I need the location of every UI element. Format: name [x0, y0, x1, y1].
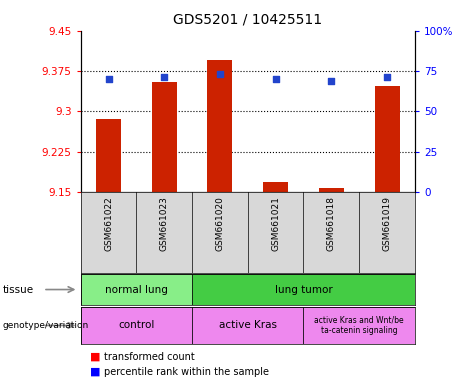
Text: ■: ■: [90, 367, 100, 377]
Point: [328, 78, 335, 84]
Text: active Kras: active Kras: [219, 320, 277, 331]
Point: [216, 71, 224, 77]
Bar: [81, 274, 192, 305]
Text: GSM661020: GSM661020: [215, 196, 225, 251]
Title: GDS5201 / 10425511: GDS5201 / 10425511: [173, 13, 322, 27]
Bar: [207, 60, 232, 192]
Bar: [152, 82, 177, 192]
Point: [384, 74, 391, 81]
Bar: [192, 274, 415, 305]
Point: [160, 74, 168, 81]
Text: control: control: [118, 320, 154, 331]
Text: GSM661022: GSM661022: [104, 196, 113, 251]
Text: genotype/variation: genotype/variation: [2, 321, 89, 330]
Point: [105, 76, 112, 82]
Text: lung tumor: lung tumor: [275, 285, 332, 295]
Bar: [81, 307, 192, 344]
Text: normal lung: normal lung: [105, 285, 168, 295]
Text: GSM661023: GSM661023: [160, 196, 169, 251]
Text: tissue: tissue: [2, 285, 34, 295]
Bar: [96, 119, 121, 192]
Bar: [319, 188, 344, 192]
Text: GSM661018: GSM661018: [327, 196, 336, 251]
Text: GSM661019: GSM661019: [383, 196, 391, 251]
Text: GSM661021: GSM661021: [271, 196, 280, 251]
Bar: [263, 182, 288, 192]
Text: ■: ■: [90, 352, 100, 362]
Bar: [303, 307, 415, 344]
Text: active Kras and Wnt/be
ta-catenin signaling: active Kras and Wnt/be ta-catenin signal…: [314, 316, 404, 335]
Point: [272, 76, 279, 82]
Bar: [374, 86, 400, 192]
Text: transformed count: transformed count: [104, 352, 195, 362]
Bar: [192, 307, 303, 344]
Text: percentile rank within the sample: percentile rank within the sample: [104, 367, 269, 377]
